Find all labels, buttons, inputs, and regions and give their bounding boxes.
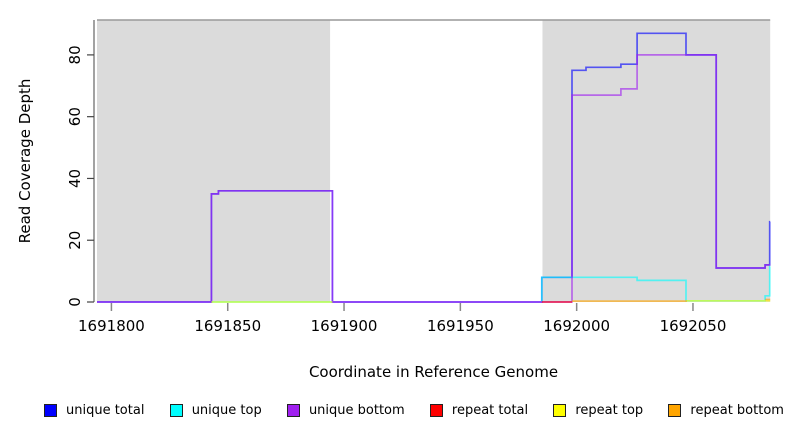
x-tick-label: 1691800: [78, 317, 145, 335]
y-tick-label: 0: [66, 297, 84, 307]
x-tick-label: 1691900: [311, 317, 378, 335]
legend-label: repeat top: [575, 402, 644, 418]
x-tick-label: 1691950: [427, 317, 494, 335]
legend-label: repeat total: [451, 402, 529, 418]
legend-swatch-repeat-bottom: [668, 403, 682, 417]
legend-label: unique total: [66, 402, 145, 418]
series-repeat-bottom: [572, 300, 687, 302]
legend-swatch-unique-top: [169, 403, 183, 417]
y-tick-label: 80: [66, 45, 84, 64]
legend-label: unique bottom: [308, 402, 405, 418]
legend-label: repeat bottom: [690, 402, 784, 418]
legend: unique total unique top unique bottom repea…: [44, 397, 784, 423]
x-tick-label: 1691850: [194, 317, 261, 335]
legend-swatch-unique-bottom: [286, 403, 300, 417]
legend-item-unique-total: unique total: [44, 403, 144, 418]
legend-swatch-repeat-total: [429, 403, 443, 417]
x-axis-title: Coordinate in Reference Genome: [308, 363, 559, 381]
legend-item-unique-bottom: unique bottom: [286, 402, 405, 418]
x-tick-label: 1692050: [660, 317, 727, 335]
legend-label: unique top: [191, 402, 262, 418]
shaded-region: [97, 20, 331, 302]
y-tick-label: 60: [66, 107, 84, 126]
legend-item-repeat-bottom: repeat bottom: [668, 403, 784, 418]
shaded-region: [542, 20, 771, 302]
legend-item-repeat-total: repeat total: [429, 402, 529, 418]
y-axis-title: Read Coverage Depth: [16, 78, 34, 244]
y-tick-label: 20: [66, 231, 84, 250]
legend-swatch-unique-total: [44, 403, 57, 417]
legend-item-unique-top: unique top: [169, 402, 262, 418]
y-tick-label: 40: [66, 169, 84, 188]
coverage-chart: 0 20 40 60 80 1691800 1691850 1691900 1691950 169…: [66, 19, 771, 335]
legend-swatch-repeat-top: [553, 403, 567, 417]
x-tick-label: 1692000: [543, 317, 610, 335]
legend-item-repeat-top: repeat top: [553, 403, 643, 418]
series-unique-bottom: [97, 54, 771, 303]
